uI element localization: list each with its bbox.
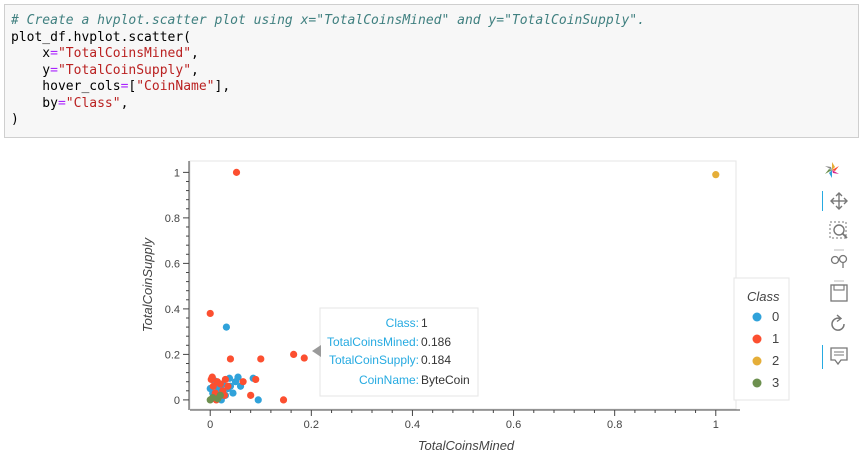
code-token: ,	[120, 95, 129, 111]
code-line: )	[11, 112, 852, 129]
code-token: plot_df.hvplot.scatter(	[11, 29, 192, 45]
legend: Class 0 1 2 3	[733, 277, 790, 401]
tooltip-key-totalcoinsmined: TotalCoinsMined:	[327, 335, 419, 349]
tooltip-key-totalcoinsupply: TotalCoinSupply:	[329, 353, 419, 367]
box-zoom-icon[interactable]	[822, 218, 850, 244]
y-tick-label: 0.2	[165, 349, 180, 361]
x-tick-label: 0.8	[607, 419, 622, 431]
code-token: y	[11, 62, 51, 78]
save-icon[interactable]	[822, 280, 850, 306]
legend-label-class-2[interactable]: 2	[772, 353, 779, 368]
code-token: [	[128, 79, 137, 94]
code-token: "TotalCoinsMined"	[57, 46, 192, 61]
legend-label-class-0[interactable]: 0	[772, 309, 779, 324]
x-tick-label: 0.2	[304, 419, 319, 431]
plot-canvas[interactable]: 0 0.2 0.4 0.6 0.8 1 0 0.2 0.4 0.6 0.8 1 TotalCoins…	[130, 150, 867, 460]
legend-swatch-class-1[interactable]	[752, 334, 762, 344]
legend-title: Class	[747, 289, 780, 304]
legend-label-class-1[interactable]: 1	[772, 331, 779, 346]
code-token: "CoinName"	[136, 79, 215, 94]
code-editor[interactable]: # Create a hvplot.scatter plot using x="…	[11, 13, 852, 129]
pan-icon[interactable]	[822, 188, 850, 214]
scatter-point-class-1[interactable]	[206, 309, 214, 318]
reset-icon[interactable]	[822, 312, 850, 338]
code-line: y="TotalCoinSupply",	[11, 63, 852, 80]
y-tick-label: 0.6	[165, 258, 180, 270]
code-token: ,	[191, 62, 199, 78]
scatter-point-class-1[interactable]	[232, 168, 241, 176]
scatter-point-class-1[interactable]	[239, 378, 247, 386]
hover-tooltip: Class: 1 TotalCoinsMined: 0.186 TotalCoi…	[312, 307, 479, 397]
scatter-point-class-0[interactable]	[234, 373, 242, 381]
y-tick-label: 0	[174, 395, 180, 407]
x-tick-label: 0	[207, 419, 213, 431]
code-token: =	[50, 62, 58, 78]
x-tick-label: 1	[713, 419, 719, 431]
tooltip-value-totalcoinsupply: 0.184	[421, 353, 451, 367]
tooltip-value-class: 1	[421, 316, 428, 330]
data-points	[206, 168, 720, 404]
code-line: hover_cols=["CoinName"],	[11, 79, 852, 96]
scatter-point-class-3[interactable]	[216, 391, 224, 399]
scatter-point-class-1[interactable]	[216, 380, 224, 388]
x-axis-ticks: 0 0.2 0.4 0.6 0.8 1	[207, 410, 719, 431]
legend-swatch-class-3[interactable]	[752, 378, 762, 388]
code-token: =	[57, 95, 66, 111]
legend-swatch-class-2[interactable]	[752, 356, 762, 366]
code-token: =	[50, 46, 58, 61]
tooltip-box	[319, 307, 479, 397]
tooltip-key-coinname: CoinName:	[359, 373, 419, 387]
tooltip-value-totalcoinsmined: 0.186	[421, 335, 451, 349]
code-token: ,	[191, 46, 199, 61]
scatter-point-class-1[interactable]	[279, 396, 288, 404]
code-line: x="TotalCoinsMined",	[11, 46, 852, 63]
scatter-point-class-1[interactable]	[208, 373, 216, 381]
legend-label-class-3[interactable]: 3	[772, 375, 779, 390]
code-line: by="Class",	[11, 96, 852, 113]
code-token: "TotalCoinSupply"	[57, 62, 192, 78]
scatter-point-class-0[interactable]	[254, 396, 262, 404]
code-token: ],	[214, 79, 231, 94]
code-token: hover_cols	[11, 79, 121, 94]
wheel-zoom-icon[interactable]	[822, 248, 850, 274]
code-line: plot_df.hvplot.scatter(	[11, 30, 852, 47]
scatter-point-class-1[interactable]	[226, 355, 235, 363]
scatter-plot[interactable]: 0 0.2 0.4 0.6 0.8 1 0 0.2 0.4 0.6 0.8 1 TotalCoins…	[130, 150, 867, 460]
y-tick-label: 0.8	[165, 213, 180, 225]
bokeh-logo-icon[interactable]	[822, 160, 850, 186]
scatter-point-class-1[interactable]	[221, 375, 229, 384]
y-tick-label: 1	[174, 167, 180, 179]
y-axis-ticks: 0 0.2 0.4 0.6 0.8 1	[165, 167, 189, 407]
tooltip-pointer	[312, 345, 321, 357]
code-token: by	[11, 95, 58, 111]
hover-icon[interactable]	[822, 344, 850, 370]
x-axis-title: TotalCoinsMined	[418, 438, 515, 453]
code-token: "Class"	[65, 95, 121, 111]
scatter-point-class-1[interactable]	[290, 350, 298, 358]
scatter-point-class-2[interactable]	[712, 171, 720, 179]
tooltip-value-coinname: ByteCoin	[421, 373, 470, 387]
x-tick-label: 0.6	[506, 419, 521, 431]
x-tick-label: 0.4	[405, 419, 420, 431]
scatter-point-class-1[interactable]	[257, 355, 265, 363]
code-token: )	[11, 112, 19, 127]
scatter-point-class-1[interactable]	[247, 391, 255, 399]
scatter-point-class-1[interactable]	[224, 382, 232, 390]
scatter-point-class-0[interactable]	[229, 389, 237, 397]
code-token: # Create a hvplot.scatter plot using x="…	[11, 13, 645, 28]
y-tick-label: 0.4	[165, 304, 180, 316]
code-cell[interactable]: # Create a hvplot.scatter plot using x="…	[4, 4, 859, 138]
scatter-point-class-1[interactable]	[300, 354, 308, 362]
tooltip-key-class: Class:	[386, 316, 419, 330]
plot-toolbar	[820, 160, 850, 380]
code-token: x	[11, 46, 51, 61]
legend-swatch-class-0[interactable]	[752, 312, 762, 322]
code-line: # Create a hvplot.scatter plot using x="…	[11, 13, 852, 30]
scatter-point-class-1[interactable]	[252, 375, 260, 384]
scatter-point-class-0[interactable]	[222, 323, 230, 331]
y-axis-title: TotalCoinSupply	[140, 236, 155, 332]
code-token: =	[120, 79, 129, 94]
